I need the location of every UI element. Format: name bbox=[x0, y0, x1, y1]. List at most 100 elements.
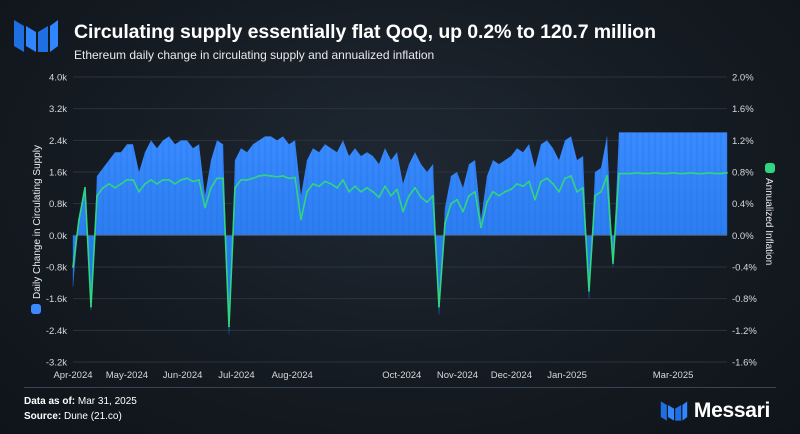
inflation-point bbox=[516, 182, 518, 185]
inflation-point bbox=[714, 172, 716, 175]
y-left-tick-label: 3.2k bbox=[49, 104, 67, 115]
inflation-point bbox=[630, 172, 632, 175]
inflation-point bbox=[252, 177, 254, 180]
x-tick-label: Aug-2024 bbox=[272, 370, 313, 381]
inflation-point bbox=[276, 175, 278, 178]
y-left-tick-label: -2.4k bbox=[46, 326, 67, 337]
inflation-point bbox=[510, 188, 512, 191]
y-left-tick-label: -0.8k bbox=[46, 263, 67, 274]
y-right-tick-label: -1.6% bbox=[732, 358, 757, 369]
inflation-point bbox=[708, 171, 710, 174]
inflation-point bbox=[306, 190, 308, 193]
inflation-point bbox=[660, 172, 662, 175]
inflation-point bbox=[150, 179, 152, 181]
inflation-point bbox=[396, 188, 398, 191]
x-tick-label: Oct-2024 bbox=[382, 370, 421, 381]
y-left-tick-label: 4.0k bbox=[49, 73, 67, 84]
inflation-point bbox=[588, 289, 590, 292]
inflation-point bbox=[210, 186, 212, 189]
inflation-point bbox=[558, 190, 560, 193]
inflation-point bbox=[222, 177, 224, 180]
data-as-of-label: Data as of: bbox=[24, 396, 76, 407]
inflation-point bbox=[174, 182, 176, 185]
footer-divider bbox=[24, 387, 776, 388]
inflation-point bbox=[156, 182, 158, 185]
y-right-tick-label: -1.2% bbox=[732, 326, 757, 337]
inflation-point bbox=[594, 194, 596, 197]
inflation-point bbox=[414, 186, 416, 189]
source: Source: Dune (21.co) bbox=[24, 411, 122, 422]
inflation-point bbox=[456, 198, 458, 201]
inflation-point bbox=[444, 222, 446, 225]
inflation-point bbox=[102, 186, 104, 189]
inflation-point bbox=[468, 194, 470, 197]
inflation-point bbox=[450, 202, 452, 205]
y-right-axis-label: Annualized Inflation bbox=[763, 178, 774, 265]
inflation-point bbox=[702, 172, 704, 175]
inflation-point bbox=[462, 210, 464, 213]
y-right-tick-label: 0.4% bbox=[732, 199, 754, 210]
inflation-point bbox=[372, 190, 374, 193]
inflation-point bbox=[300, 218, 302, 221]
x-tick-label: May-2024 bbox=[106, 370, 148, 381]
inflation-point bbox=[348, 190, 350, 193]
inflation-point bbox=[318, 185, 320, 188]
y-left-tick-label: 1.6k bbox=[49, 168, 67, 179]
x-tick-label: Mar-2025 bbox=[653, 370, 694, 381]
inflation-point bbox=[522, 185, 524, 188]
inflation-point bbox=[438, 305, 440, 308]
inflation-point bbox=[246, 179, 248, 181]
x-tick-label: Jul-2024 bbox=[218, 370, 254, 381]
inflation-point bbox=[720, 172, 722, 175]
y-right-tick-label: 1.2% bbox=[732, 136, 754, 147]
messari-brand-icon bbox=[660, 401, 688, 421]
y-right-tick-label: -0.4% bbox=[732, 263, 757, 274]
data-as-of-value: Mar 31, 2025 bbox=[77, 396, 137, 407]
inflation-point bbox=[366, 186, 368, 189]
inflation-point bbox=[528, 180, 530, 183]
x-tick-label: Jun-2024 bbox=[163, 370, 203, 381]
inflation-point bbox=[72, 266, 74, 268]
inflation-point bbox=[180, 179, 182, 181]
inflation-point bbox=[108, 182, 110, 185]
x-tick-label: Jan-2025 bbox=[547, 370, 587, 381]
inflation-point bbox=[612, 262, 614, 264]
inflation-point bbox=[240, 179, 242, 181]
y-right-tick-label: 2.0% bbox=[732, 73, 754, 84]
brand: Messari bbox=[660, 398, 770, 424]
inflation-point bbox=[654, 171, 656, 174]
inflation-point bbox=[672, 171, 674, 174]
inflation-point bbox=[330, 182, 332, 185]
inflation-point bbox=[192, 180, 194, 183]
x-tick-label: Dec-2024 bbox=[491, 370, 532, 381]
y-left-axis-label-group: Daily Change in Circulating Supply bbox=[31, 145, 43, 314]
inflation-point bbox=[546, 177, 548, 180]
inflation-point bbox=[564, 177, 566, 180]
inflation-point bbox=[234, 186, 236, 189]
inflation-point bbox=[582, 186, 584, 189]
inflation-point bbox=[498, 194, 500, 197]
inflation-point bbox=[138, 190, 140, 193]
x-tick-label: Nov-2024 bbox=[437, 370, 478, 381]
x-tick-label: Apr-2024 bbox=[53, 370, 92, 381]
inflation-point bbox=[480, 226, 482, 229]
inflation-point bbox=[84, 186, 86, 189]
y-left-tick-label: 0.0k bbox=[49, 231, 67, 242]
inflation-point bbox=[90, 305, 92, 308]
y-right-tick-label: 0.0% bbox=[732, 231, 754, 242]
source-value: Dune (21.co) bbox=[64, 411, 122, 422]
y-left-tick-label: -3.2k bbox=[46, 358, 67, 369]
inflation-point bbox=[426, 201, 428, 203]
inflation-point bbox=[258, 175, 260, 177]
inflation-point bbox=[126, 179, 128, 181]
series-annualized-inflation-line bbox=[72, 171, 728, 328]
inflation-point bbox=[648, 172, 650, 175]
inflation-point bbox=[618, 172, 620, 175]
inflation-point bbox=[204, 206, 206, 209]
inflation-point bbox=[534, 198, 536, 201]
y-right-tick-label: 1.6% bbox=[732, 104, 754, 115]
source-label: Source: bbox=[24, 411, 62, 422]
inflation-point bbox=[726, 171, 728, 174]
inflation-point bbox=[294, 176, 296, 179]
inflation-point bbox=[270, 175, 272, 177]
